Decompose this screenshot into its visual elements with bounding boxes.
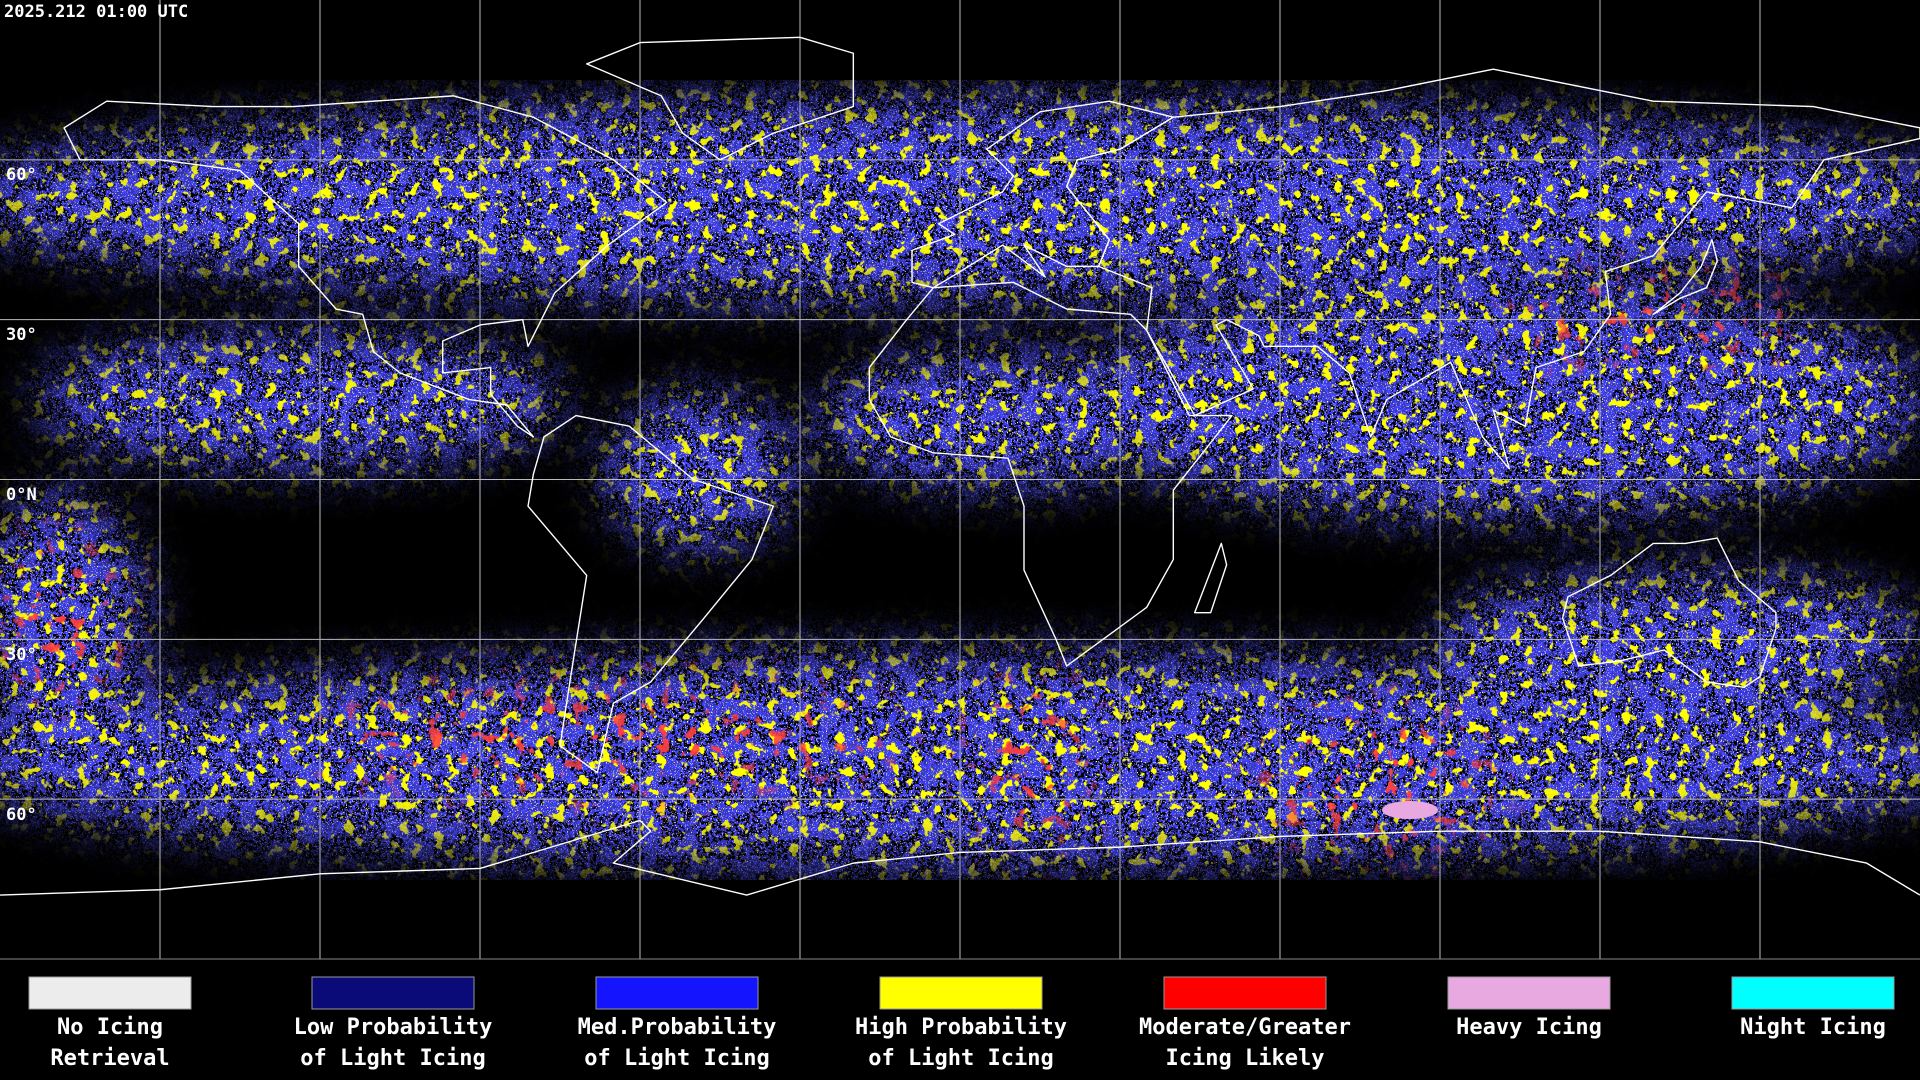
legend-swatch [311,976,475,1010]
asia [1067,69,1920,469]
legend-swatch [595,976,759,1010]
legend-label: High Probability [855,1015,1067,1040]
legend-item: High Probability of Light Icing [855,976,1067,1071]
north-america [64,96,667,437]
legend-swatch [1447,976,1611,1010]
legend-label: Night Icing [1740,1015,1886,1040]
legend-label: of Light Icing [584,1046,769,1071]
south-america [528,416,773,773]
antarctica [0,820,1920,895]
coastlines [0,37,1920,895]
latitude-label: 60° [6,165,37,185]
legend-item: Heavy Icing [1447,976,1611,1040]
legend-label: Med.Probability [578,1015,777,1040]
legend-label: Low Probability [294,1015,493,1040]
japan [1653,240,1717,315]
legend-item: Moderate/Greater Icing Likely [1139,976,1351,1071]
legend-label: of Light Icing [868,1046,1053,1071]
greenland [587,37,854,160]
legend-item: No Icing Retrieval [28,976,192,1071]
heavy-icing-area [1382,801,1438,819]
legend-swatch [879,976,1043,1010]
legend-item: Low Probability of Light Icing [294,976,493,1071]
legend-label: No Icing [57,1015,163,1040]
legend-item: Night Icing [1731,976,1895,1040]
legend-label: Heavy Icing [1456,1015,1602,1040]
timestamp: 2025.212 01:00 UTC [4,2,188,22]
legend-item: Med.Probability of Light Icing [578,976,777,1071]
latitude-labels: 60° 30° 0°N 30° 60° [6,165,37,825]
legend-swatch [28,976,192,1010]
latitude-label: 30° [6,325,37,345]
latitude-label: 30° [6,645,37,665]
legend-label: Icing Likely [1166,1046,1325,1071]
madagascar [1195,543,1227,612]
legend: No Icing Retrieval Low Probability of Light… [28,976,1895,1071]
legend-label: of Light Icing [300,1046,485,1071]
latitude-label: 0°N [6,485,37,505]
legend-label: Moderate/Greater [1139,1015,1351,1040]
graticule [0,0,1920,960]
africa [869,282,1232,666]
australia [1563,538,1776,687]
legend-swatch [1163,976,1327,1010]
legend-swatch [1731,976,1895,1010]
latitude-label: 60° [6,805,37,825]
legend-label: Retrieval [50,1046,169,1071]
